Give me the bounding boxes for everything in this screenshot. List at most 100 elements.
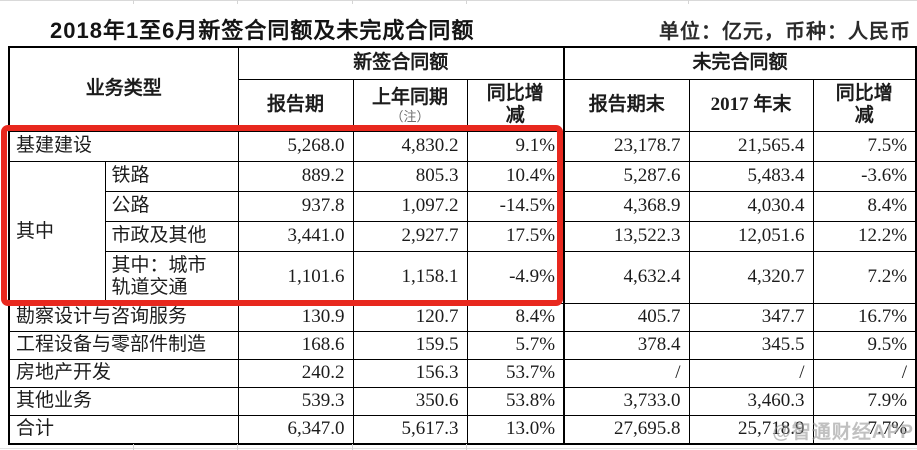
gridline-tick xyxy=(133,444,134,450)
cell-value: 2,927.7 xyxy=(352,220,468,252)
col-header-yoy-change-uncompleted: 同比增 减 xyxy=(812,78,917,132)
cell-value: / xyxy=(812,358,917,388)
prior-year-note: （注） xyxy=(390,108,430,124)
cell-value: 12.2% xyxy=(812,220,917,252)
cell-value: 5,617.3 xyxy=(352,414,468,445)
header-row-sub: 报告期 上年同期 （注） 同比增 减 报告期末 2017 年末 同比增 减 xyxy=(9,78,917,132)
col-header-yoy-change-new: 同比增 减 xyxy=(466,78,565,132)
row-label: 勘察设计与咨询服务 xyxy=(8,302,239,332)
cell-value: 3,460.3 xyxy=(688,386,814,416)
cell-value: 159.5 xyxy=(352,330,468,360)
cell-value: -4.9% xyxy=(466,250,565,304)
cell-value: 240.2 xyxy=(237,358,354,388)
cutoff-row-top xyxy=(0,0,917,2)
table-row-survey-design: 勘察设计与咨询服务 130.9 120.7 8.4% 405.7 347.7 1… xyxy=(8,302,917,332)
header-row-groups: 业务类型 新签合同额 未完合同额 xyxy=(8,46,917,132)
row-label: 市政及其他 xyxy=(104,220,239,252)
cell-value: 130.9 xyxy=(237,302,354,332)
cell-value: 4,830.2 xyxy=(352,130,468,162)
cell-value: 12,051.6 xyxy=(688,220,814,252)
cell-value: / xyxy=(688,358,814,388)
gridline-tick xyxy=(237,444,238,450)
prior-year-label: 上年同期 xyxy=(372,87,449,109)
cell-value: 53.8% xyxy=(466,386,565,416)
cell-value: 17.5% xyxy=(466,220,565,252)
col-header-end-of-2017: 2017 年末 xyxy=(688,78,814,132)
cell-value: 347.7 xyxy=(688,302,814,332)
gridline-tick xyxy=(352,444,353,450)
cell-value: 7.9% xyxy=(812,386,917,416)
table-row-urban-rail: 其中：城市 轨道交通 1,101.6 1,158.1 -4.9% 4,632.4… xyxy=(9,250,917,304)
cell-value: 53.7% xyxy=(466,358,565,388)
cell-value: 3,441.0 xyxy=(237,220,354,252)
gridline-tick xyxy=(466,444,467,450)
cell-value: 120.7 xyxy=(352,302,468,332)
table-row-other-business: 其他业务 539.3 350.6 53.8% 3,733.0 3,460.3 7… xyxy=(8,386,917,416)
cell-value: 156.3 xyxy=(352,358,468,388)
gridline-tick xyxy=(688,0,689,4)
cell-value: 4,030.4 xyxy=(688,190,814,222)
title-bar: 2018年1至6月新签合同额及未完成合同额 单位：亿元，币种：人民币 xyxy=(0,6,917,44)
cell-value: 889.2 xyxy=(237,160,354,192)
watermark-text: @智通财经APP xyxy=(772,422,914,443)
cell-value: 1,101.6 xyxy=(237,250,354,304)
cell-value: 5.7% xyxy=(466,330,565,360)
cutoff-row-bottom xyxy=(0,448,917,450)
cell-value: 350.6 xyxy=(352,386,468,416)
among-which-label: 其中 xyxy=(8,160,106,304)
unit-currency-note: 单位：亿元，币种：人民币 xyxy=(659,21,911,43)
cell-value: 3,733.0 xyxy=(563,386,690,416)
gridline-tick xyxy=(133,0,134,4)
row-label: 房地产开发 xyxy=(8,358,239,388)
contracts-table: 业务类型 新签合同额 未完合同额 报告期 上年同期 （注） 同比增 减 报告期末… xyxy=(8,46,917,445)
cell-value: 4,368.9 xyxy=(563,190,690,222)
cell-value: 8.4% xyxy=(812,190,917,222)
table-row-railway: 其中 铁路 889.2 805.3 10.4% 5,287.6 5,483.4 … xyxy=(8,160,917,304)
cell-value: 805.3 xyxy=(352,160,468,192)
col-header-end-of-reporting-period: 报告期末 xyxy=(563,78,690,132)
col-header-business-type: 业务类型 xyxy=(8,46,239,132)
row-label: 工程设备与零部件制造 xyxy=(8,330,239,360)
row-label: 其他业务 xyxy=(8,386,239,416)
table-row-municipal: 市政及其他 3,441.0 2,927.7 17.5% 13,522.3 12,… xyxy=(9,220,917,252)
row-label: 铁路 xyxy=(104,160,239,192)
cell-value: 4,320.7 xyxy=(688,250,814,304)
cell-value: 5,287.6 xyxy=(563,160,690,192)
cell-value: 405.7 xyxy=(563,302,690,332)
cell-value: 6,347.0 xyxy=(237,414,354,445)
row-label: 其中：城市 轨道交通 xyxy=(104,250,239,304)
cell-value: 1,097.2 xyxy=(352,190,468,222)
cell-value: 9.5% xyxy=(812,330,917,360)
cell-value: 23,178.7 xyxy=(563,130,690,162)
cell-value: 13,522.3 xyxy=(563,220,690,252)
col-header-reporting-period: 报告期 xyxy=(237,78,354,132)
cell-value: -3.6% xyxy=(812,160,917,192)
cell-value: 345.5 xyxy=(688,330,814,360)
group-header-new-contracts: 新签合同额 xyxy=(237,46,565,80)
group-header-uncompleted-contracts: 未完合同额 xyxy=(563,46,917,80)
cell-value: 539.3 xyxy=(237,386,354,416)
cell-value: 937.8 xyxy=(237,190,354,222)
cell-value: 168.6 xyxy=(237,330,354,360)
cell-value: 13.0% xyxy=(466,414,565,445)
row-label: 基建建设 xyxy=(8,130,239,162)
cell-value: -14.5% xyxy=(466,190,565,222)
table-row-equipment-manufacturing: 工程设备与零部件制造 168.6 159.5 5.7% 378.4 345.5 … xyxy=(8,330,917,360)
cell-value: 8.4% xyxy=(466,302,565,332)
cell-value: 378.4 xyxy=(563,330,690,360)
col-header-prior-year-same-period: 上年同期 （注） xyxy=(352,78,468,132)
table-row-infrastructure: 基建建设 5,268.0 4,830.2 9.1% 23,178.7 21,56… xyxy=(8,130,917,162)
cell-value: 5,483.4 xyxy=(688,160,814,192)
row-label: 合计 xyxy=(8,414,239,445)
cell-value: 27,695.8 xyxy=(563,414,690,445)
gridline-tick xyxy=(237,0,238,4)
cell-value: 1,158.1 xyxy=(352,250,468,304)
cell-value: 9.1% xyxy=(466,130,565,162)
cell-value: 7.5% xyxy=(812,130,917,162)
cell-value: 5,268.0 xyxy=(237,130,354,162)
gridline-tick xyxy=(466,0,467,4)
cell-value: 4,632.4 xyxy=(563,250,690,304)
cell-value: 16.7% xyxy=(812,302,917,332)
cell-value: 10.4% xyxy=(466,160,565,192)
